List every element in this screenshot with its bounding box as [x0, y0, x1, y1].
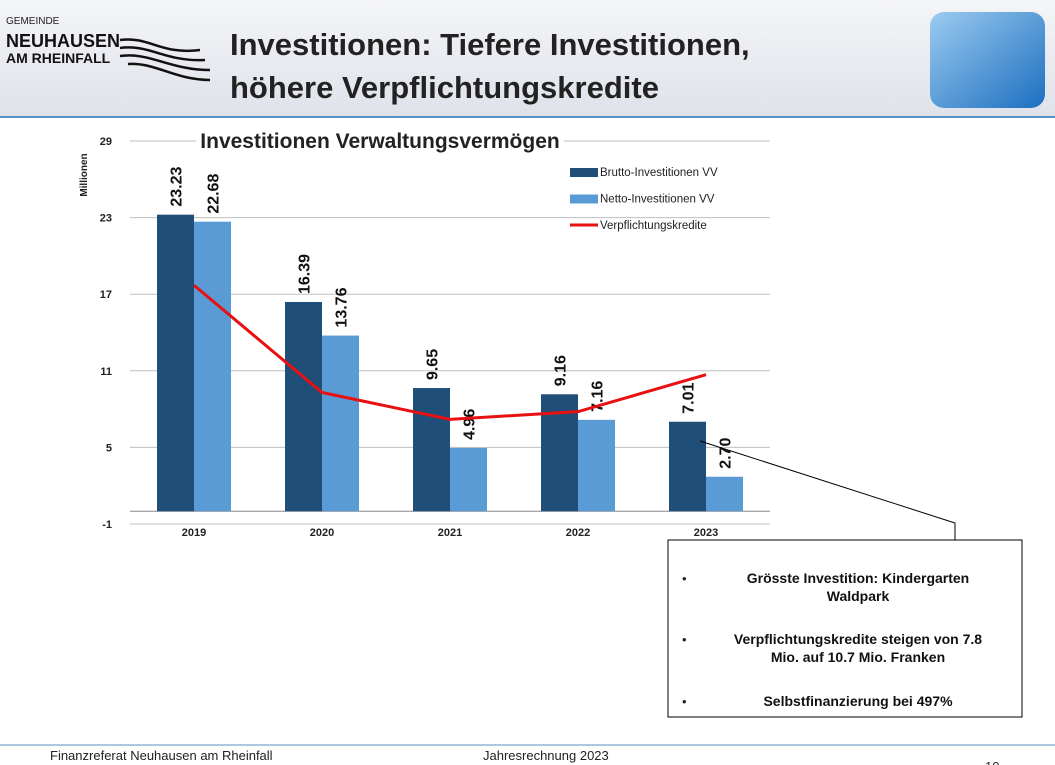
y-tick-label: 29 — [100, 136, 112, 148]
note-text: Verpflichtungskredite steigen von 7.8 Mio… — [734, 631, 982, 665]
data-label: 13.76 — [334, 287, 351, 327]
x-tick-label: 2020 — [310, 527, 334, 539]
bar — [285, 301, 322, 512]
legend-swatch — [570, 194, 598, 204]
note-line: Verpflichtungskredite steigen von 7.8 — [734, 631, 982, 647]
bar — [578, 419, 615, 512]
note-line: Mio. auf 10.7 Mio. Franken — [771, 649, 945, 665]
data-label: 2.70 — [718, 438, 735, 469]
notes: • Grösste Investition: Kindergarten Waldpa… — [682, 570, 982, 709]
legend-label: Verpflichtungskredite — [600, 220, 707, 232]
bar — [669, 421, 706, 512]
data-label: 16.39 — [297, 254, 314, 294]
bullet: • — [682, 571, 687, 586]
bar — [322, 335, 359, 512]
data-label: 4.96 — [462, 409, 479, 440]
bar — [194, 221, 231, 512]
legend-label: Netto-Investitionen VV — [600, 194, 715, 206]
slide-title: höhere Verpflichtungskredite — [230, 70, 659, 105]
legend-swatch — [570, 168, 598, 177]
bar — [706, 476, 743, 512]
chart-title: Investitionen Verwaltungsvermögen — [200, 130, 559, 153]
line-series — [193, 284, 707, 421]
data-label: 9.16 — [553, 355, 570, 386]
note-line: Waldpark — [827, 588, 890, 604]
data-label: 9.65 — [425, 349, 442, 380]
x-tick-label: 2023 — [694, 527, 718, 539]
note-text: Grösste Investition: Kindergarten Waldpar… — [747, 570, 969, 604]
header-image — [930, 12, 1045, 108]
logo-line: NEUHAUSEN — [6, 31, 120, 51]
data-label: 22.68 — [206, 174, 223, 214]
y-tick-label: 17 — [100, 289, 112, 301]
notes-box — [667, 539, 1023, 718]
y-tick-label: 11 — [100, 366, 112, 378]
x-tick-label: 2021 — [438, 527, 462, 539]
title-bg — [196, 130, 564, 153]
chart: -1 5 11 17 23 29 Millionen Investitionen Verwal… — [79, 130, 770, 539]
callout-line — [699, 440, 956, 540]
bar — [157, 214, 194, 512]
footer-left: Finanzreferat Neuhausen am Rheinfall — [50, 748, 273, 763]
logo-small: GEMEINDE — [6, 16, 60, 27]
data-label: 23.23 — [169, 167, 186, 207]
y-axis-label: Millionen — [79, 153, 90, 196]
bar — [413, 388, 450, 512]
y-tick-label: 23 — [100, 213, 112, 225]
bullet: • — [682, 694, 687, 709]
y-tick-label: -1 — [102, 519, 112, 531]
note-line: Grösste Investition: Kindergarten — [747, 570, 969, 586]
logo-line: AM RHEINFALL — [6, 50, 111, 66]
bar — [450, 447, 487, 512]
bullet: • — [682, 632, 687, 647]
legend-label: Brutto-Investitionen VV — [600, 167, 718, 179]
logo-waves — [119, 38, 211, 82]
x-tick-label: 2022 — [566, 527, 590, 539]
note-text: Selbstfinanzierung bei 497% — [763, 693, 953, 709]
y-tick-label: 5 — [106, 442, 112, 454]
slide-title: Investitionen: Tiefere Investitionen, — [230, 27, 750, 62]
page-number: 10 — [985, 759, 999, 765]
footer-center: Jahresrechnung 2023 — [483, 748, 609, 763]
data-label: 7.01 — [681, 382, 698, 413]
x-tick-label: 2019 — [182, 527, 206, 539]
